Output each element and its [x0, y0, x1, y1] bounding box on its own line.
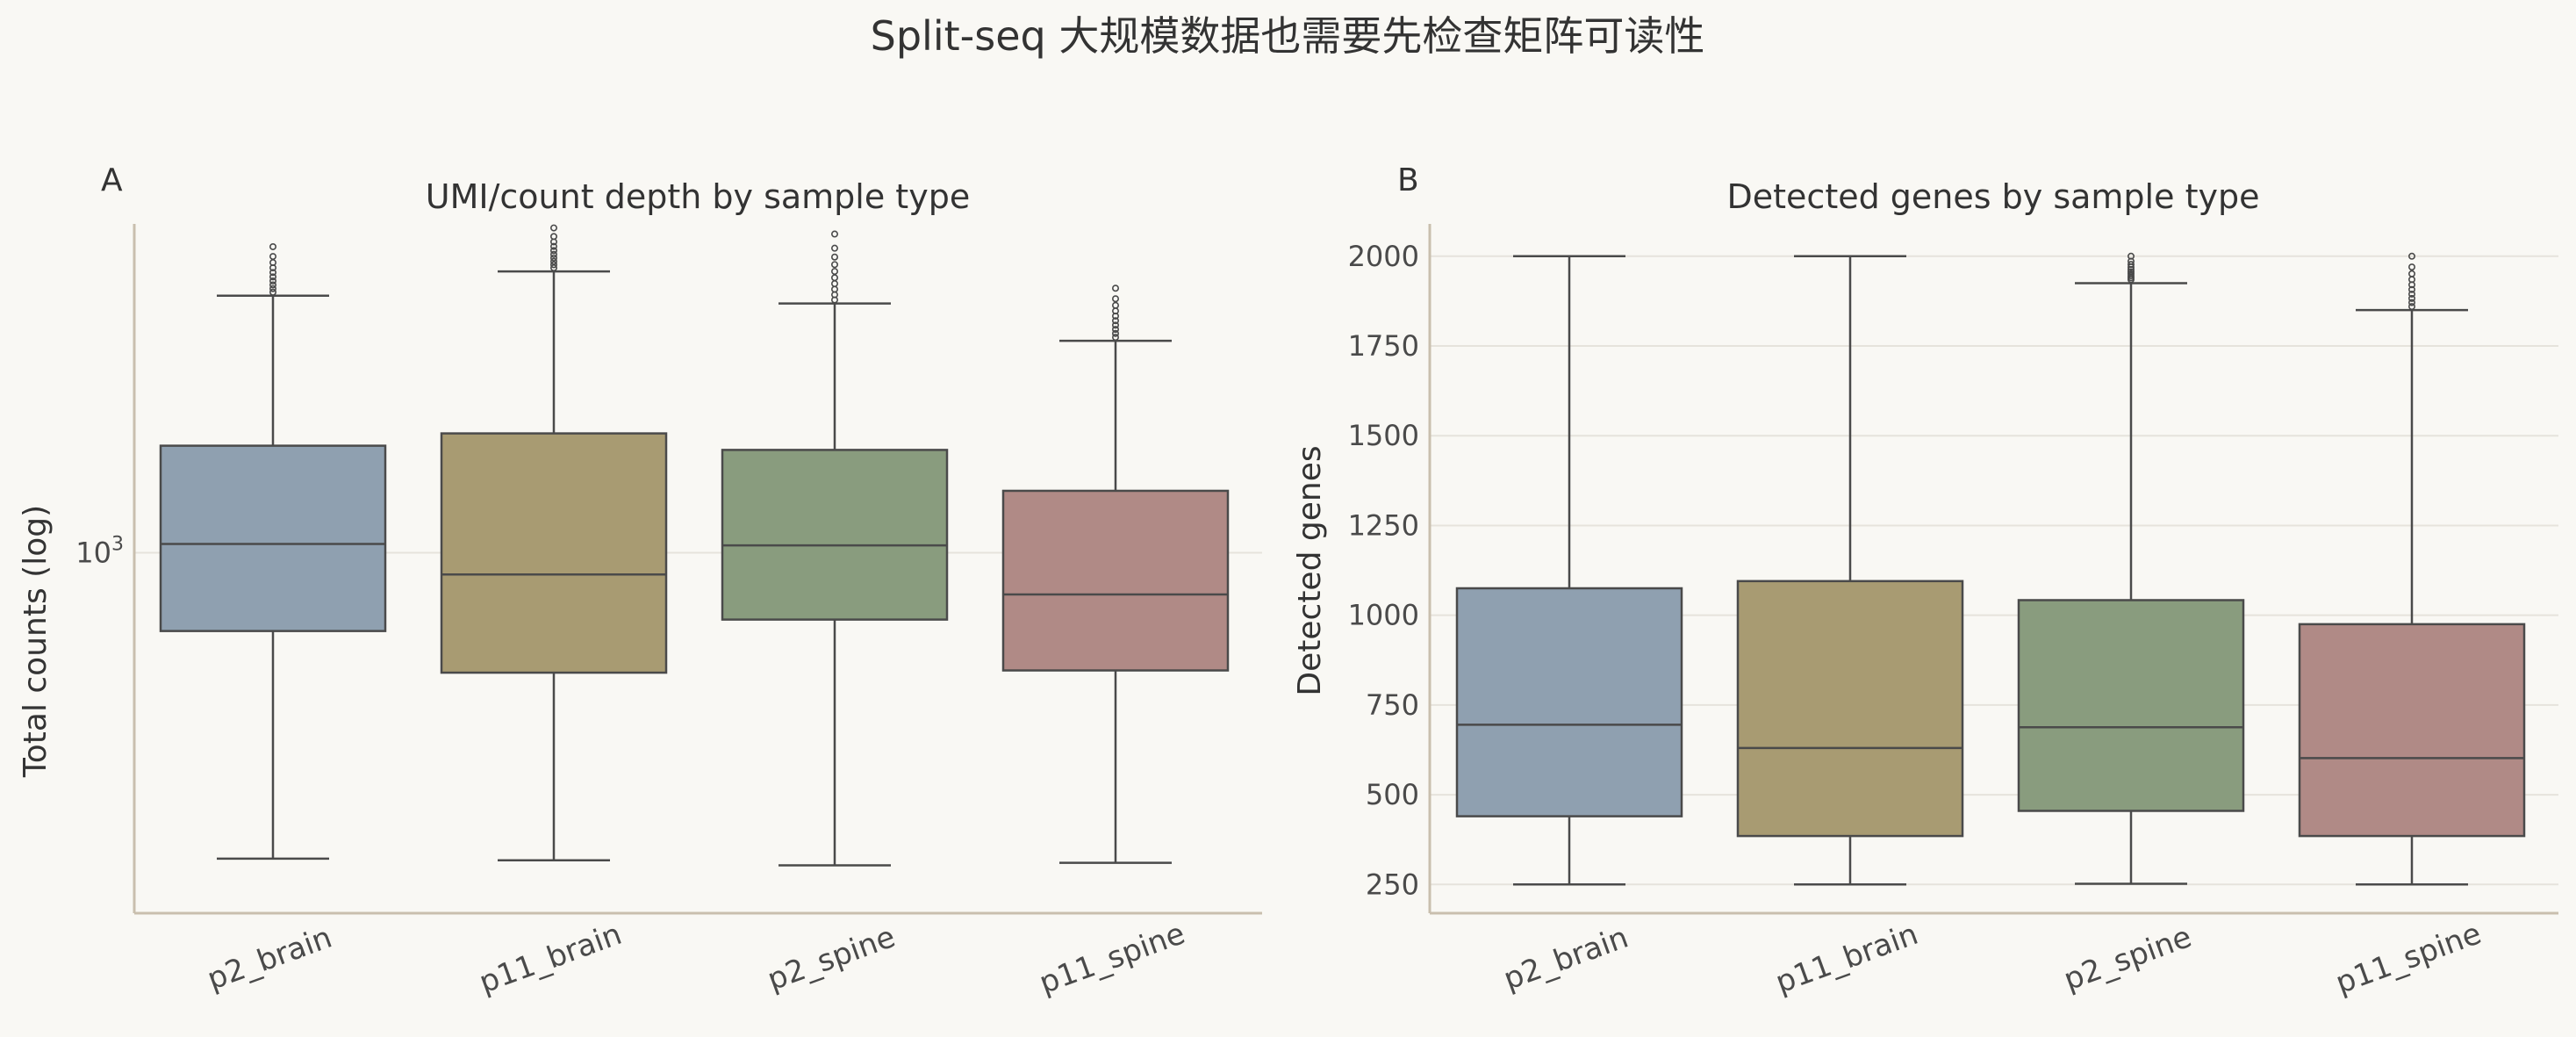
outlier-point-p11_brain	[549, 224, 557, 232]
outlier-point-p2_spine	[830, 280, 838, 288]
box-p11_spine	[1001, 489, 1230, 672]
y-tick-label: 250	[1366, 868, 1419, 901]
outlier-point-p11_brain	[549, 264, 557, 272]
outlier-point-p2_brain	[269, 269, 276, 277]
outlier-point-p2_brain	[269, 281, 276, 289]
outlier-point-p11_spine	[2408, 299, 2416, 306]
outlier-point-p2_spine	[830, 296, 838, 304]
x-tick-label-p11_spine: p11_spine	[1035, 916, 1189, 1001]
outlier-point-p11_spine	[1112, 326, 1120, 334]
outlier-point-p2_spine	[830, 261, 838, 269]
box-series	[159, 224, 1230, 867]
y-tick-label: 1250	[1348, 508, 1419, 542]
outlier-point-p11_spine	[2408, 252, 2416, 260]
x-tick-label-p11_spine: p11_spine	[2331, 916, 2486, 1001]
x-tick-label-p2_brain: p2_brain	[203, 920, 336, 997]
outlier-point-p11_brain	[549, 238, 557, 246]
y-tick-label: 2000	[1348, 240, 1419, 273]
box-p2_spine	[2017, 599, 2245, 812]
box-p11_brain	[440, 432, 668, 674]
outlier-point-p2_spine	[2128, 276, 2135, 284]
outlier-point-p2_brain	[269, 242, 276, 250]
outlier-point-p11_spine	[2408, 303, 2416, 311]
outlier-point-p2_brain	[269, 273, 276, 281]
outlier-point-p11_spine	[1112, 295, 1120, 303]
box-p2_brain	[1455, 587, 1683, 817]
outlier-point-p11_spine	[1112, 329, 1120, 337]
outlier-point-p11_spine	[2408, 270, 2416, 277]
outlier-point-p2_brain	[269, 288, 276, 296]
outlier-point-p11_spine	[1112, 301, 1120, 309]
outlier-point-p2_spine	[830, 253, 838, 261]
figure-title: Split-seq 大规模数据也需要先检查矩阵可读性	[871, 12, 1705, 60]
outlier-point-p11_brain	[549, 247, 557, 255]
panel-label: A	[101, 162, 123, 198]
x-tick-label-p2_spine: p2_spine	[763, 919, 900, 997]
outlier-point-p11_brain	[549, 257, 557, 265]
panel-title: UMI/count depth by sample type	[426, 177, 970, 216]
outlier-point-p11_spine	[2408, 294, 2416, 302]
y-tick-label: 1500	[1348, 419, 1419, 452]
outlier-point-p11_spine	[1112, 284, 1120, 292]
outlier-point-p2_brain	[269, 263, 276, 271]
outlier-point-p2_spine	[830, 268, 838, 276]
outlier-point-p11_spine	[2408, 263, 2416, 271]
x-tick-labels: p2_brain p11_brain p2_spine p11_spine	[1499, 916, 2486, 1001]
panel-a: A UMI/count depth by sample type Total c…	[18, 162, 1262, 1001]
outlier-point-p2_spine	[830, 244, 838, 252]
outlier-point-p11_brain	[549, 261, 557, 269]
box-p2_spine	[721, 449, 949, 621]
box-p11_spine	[2298, 623, 2526, 838]
outlier-point-p11_spine	[2408, 285, 2416, 293]
outlier-point-p11_brain	[549, 242, 557, 250]
outlier-point-p2_spine	[830, 230, 838, 238]
outlier-point-p2_spine	[2128, 263, 2135, 271]
x-tick-labels: p2_brain p11_brain p2_spine p11_spine	[203, 916, 1189, 1001]
y-tick-label: 103	[75, 534, 124, 570]
box-p2_brain	[159, 444, 387, 632]
box-p11_brain	[1736, 580, 1964, 838]
y-tick-label: 1000	[1348, 599, 1419, 632]
panel-b: B Detected genes by sample type Detected…	[1292, 162, 2558, 1001]
y-axis-label: Total counts (log)	[18, 505, 54, 778]
outlier-point-p2_brain	[269, 284, 276, 292]
outlier-point-p11_spine	[2408, 290, 2416, 298]
outlier-point-p11_spine	[2408, 281, 2416, 289]
panel-label: B	[1397, 162, 1419, 198]
y-tick-label: 500	[1366, 778, 1419, 811]
outlier-point-p2_brain	[269, 277, 276, 284]
outlier-point-p11_spine	[1112, 334, 1120, 342]
y-tick-labels: 103	[75, 534, 124, 570]
outlier-point-p11_spine	[1112, 321, 1120, 329]
y-tick-labels: 250 500 750 1000 1250 1500 1750 2000	[1348, 240, 1419, 901]
x-tick-label-p11_brain: p11_brain	[1771, 917, 1923, 1000]
outlier-point-p2_brain	[269, 253, 276, 261]
panel-title: Detected genes by sample type	[1727, 177, 2260, 216]
x-tick-label-p2_spine: p2_spine	[2059, 919, 2196, 997]
y-tick-label: 750	[1366, 688, 1419, 722]
outlier-point-p11_spine	[1112, 317, 1120, 325]
outlier-point-p11_spine	[1112, 312, 1120, 320]
outlier-point-p2_spine	[2128, 265, 2135, 273]
x-tick-label-p2_brain: p2_brain	[1499, 920, 1632, 997]
x-tick-label-p11_brain: p11_brain	[475, 917, 627, 1000]
outlier-point-p2_spine	[830, 274, 838, 282]
outlier-point-p11_brain	[549, 250, 557, 258]
outlier-point-p11_brain	[549, 254, 557, 262]
y-tick-label: 1750	[1348, 329, 1419, 363]
box-series	[1455, 252, 2526, 886]
y-axis-label: Detected genes	[1292, 445, 1328, 695]
